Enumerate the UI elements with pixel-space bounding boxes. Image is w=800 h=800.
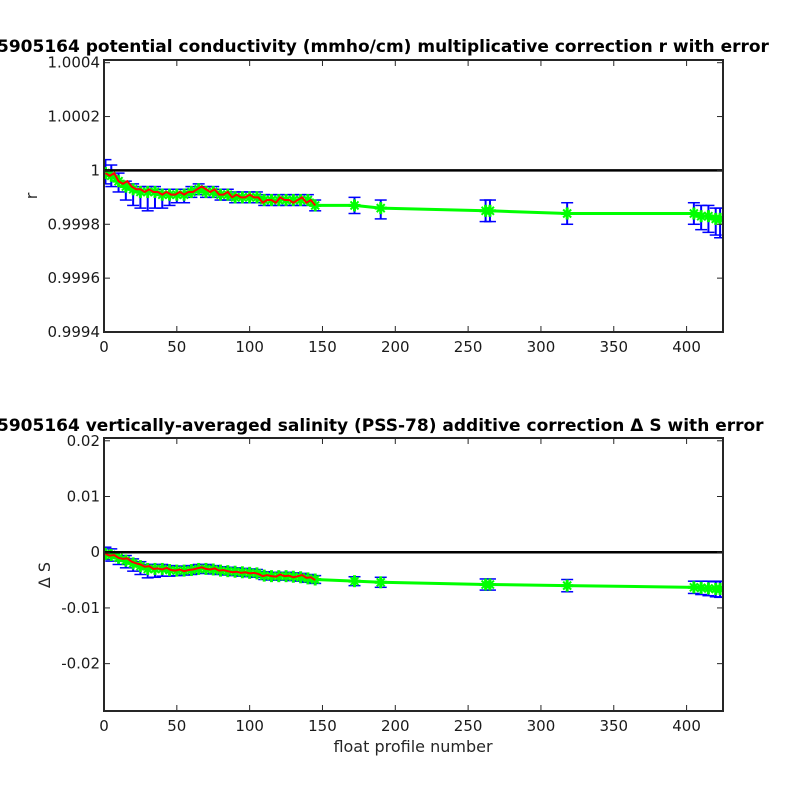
fit-marker	[349, 576, 360, 586]
y-tick-label: 0.9996	[48, 269, 101, 287]
x-tick-label: 150	[308, 717, 337, 735]
raw-correction-line	[105, 552, 316, 581]
x-tick-label: 200	[381, 717, 410, 735]
x-tick-label: 250	[454, 717, 483, 735]
axes-frame	[103, 437, 724, 712]
x-tick-label: 300	[527, 338, 556, 356]
x-tick-label: 50	[167, 338, 186, 356]
plot-area: 0 50 100 150 200 250 300 350 400 0.9994 0.9996 0.99…	[48, 54, 724, 356]
fit-marker	[376, 577, 386, 588]
x-tick-label: 50	[167, 717, 186, 735]
plot-area: 0 50 100 150 200 250 300 350 400 -0.02 -0.01 0 0.01 0…	[61, 432, 724, 735]
y-tick-label: 0.9998	[48, 215, 101, 233]
fit-line	[104, 171, 721, 221]
fit-marker	[349, 200, 360, 211]
fit-marker	[562, 580, 572, 591]
y-axis-label: r	[22, 192, 41, 199]
x-tick-label: 400	[672, 717, 701, 735]
fit-marker	[376, 203, 386, 213]
y-tick-label: 0	[90, 543, 100, 561]
y-tick-label: 1	[90, 161, 100, 179]
fit-marker	[128, 184, 138, 194]
chart-conductivity-correction: 5905164 potential conductivity (mmho/cm)…	[0, 37, 770, 356]
x-tick-label: 0	[99, 717, 109, 735]
fit-marker	[696, 211, 706, 221]
axes-frame	[103, 59, 724, 333]
fit-marker	[295, 572, 306, 582]
fit-marker	[128, 558, 138, 569]
fit-marker	[201, 187, 211, 197]
x-tick-label: 400	[672, 338, 701, 356]
data-layer	[104, 158, 723, 239]
fit-marker	[223, 189, 233, 200]
x-tick-label: 200	[381, 338, 410, 356]
x-tick-label: 300	[527, 717, 556, 735]
fit-marker	[562, 208, 572, 219]
x-tick-label: 100	[235, 717, 264, 735]
x-tick-label: 100	[235, 338, 264, 356]
fit-marker	[244, 192, 255, 203]
fit-marker	[703, 211, 714, 221]
chart-salinity-correction: 5905164 vertically-averaged salinity (PS…	[0, 416, 764, 756]
fit-marker	[135, 187, 146, 197]
y-tick-label: -0.01	[61, 599, 100, 617]
y-tick-label: -0.02	[61, 655, 100, 673]
y-tick-label: 0.01	[67, 488, 100, 506]
chart-title: 5905164 vertically-averaged salinity (PS…	[0, 416, 764, 436]
x-tick-label: 0	[99, 338, 109, 356]
x-tick-label: 350	[599, 717, 628, 735]
y-tick-label: 1.0002	[48, 108, 101, 126]
y-axis-label: Δ S	[35, 562, 54, 588]
chart-title: 5905164 potential conductivity (mmho/cm)…	[0, 37, 770, 57]
x-tick-label: 150	[308, 338, 337, 356]
fit-marker	[485, 206, 495, 216]
x-tick-label: 250	[454, 338, 483, 356]
fit-marker	[689, 208, 699, 219]
y-tick-label: 0.02	[67, 432, 100, 450]
raw-correction-line	[104, 171, 316, 207]
fit-marker	[135, 561, 146, 571]
x-tick-label: 350	[599, 338, 628, 356]
y-tick-label: 0.9994	[48, 323, 101, 341]
fit-marker	[288, 195, 299, 205]
fit-marker	[485, 579, 495, 590]
data-layer	[104, 546, 723, 599]
fit-marker	[121, 555, 131, 566]
x-axis-label: float profile number	[333, 737, 493, 756]
y-tick-label: 1.0004	[48, 54, 101, 72]
